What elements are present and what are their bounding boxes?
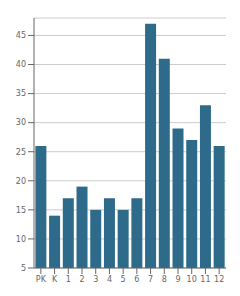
svg-text:2: 2 [79,275,84,284]
svg-text:PK: PK [36,275,47,284]
svg-text:35: 35 [16,89,26,98]
svg-text:45: 45 [16,31,26,40]
svg-text:7: 7 [148,275,153,284]
svg-text:4: 4 [107,275,112,284]
svg-text:5: 5 [21,264,26,273]
svg-text:30: 30 [16,118,26,127]
svg-text:12: 12 [214,275,224,284]
svg-text:11: 11 [200,275,210,284]
svg-text:10: 10 [16,235,26,244]
svg-text:10: 10 [187,275,197,284]
svg-text:20: 20 [16,177,26,186]
svg-text:3: 3 [93,275,98,284]
svg-text:40: 40 [16,60,26,69]
svg-text:8: 8 [162,275,167,284]
svg-text:25: 25 [16,148,26,157]
svg-text:6: 6 [134,275,139,284]
svg-text:K: K [52,275,58,284]
svg-text:9: 9 [175,275,180,284]
svg-text:1: 1 [66,275,71,284]
svg-text:15: 15 [16,206,26,215]
svg-text:5: 5 [121,275,126,284]
